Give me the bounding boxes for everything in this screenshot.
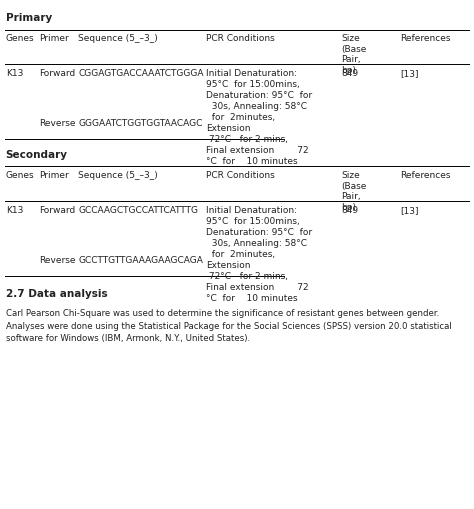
- Text: CGGAGTGACCAAATCTGGGA: CGGAGTGACCAAATCTGGGA: [78, 69, 204, 78]
- Text: Sequence (5_–3_): Sequence (5_–3_): [78, 171, 158, 180]
- Text: Primer: Primer: [39, 171, 69, 180]
- Text: Sequence (5_–3_): Sequence (5_–3_): [78, 34, 158, 43]
- Text: Reverse: Reverse: [39, 119, 75, 128]
- Text: Initial Denaturation:
95°C  for 15:00mins,
Denaturation: 95°C  for
  30s, Anneal: Initial Denaturation: 95°C for 15:00mins…: [206, 206, 312, 303]
- Text: Carl Pearson Chi-Square was used to determine the significance of resistant gene: Carl Pearson Chi-Square was used to dete…: [6, 309, 451, 343]
- Text: Secondary: Secondary: [6, 150, 68, 160]
- Text: (Base
Pair,
bp): (Base Pair, bp): [341, 45, 367, 75]
- Text: [13]: [13]: [401, 206, 419, 215]
- Text: K13: K13: [6, 69, 23, 78]
- Text: PCR Conditions: PCR Conditions: [206, 171, 275, 180]
- Text: Reverse: Reverse: [39, 256, 75, 265]
- Text: References: References: [401, 34, 451, 43]
- Text: Forward: Forward: [39, 69, 75, 78]
- Text: PCR Conditions: PCR Conditions: [206, 34, 275, 43]
- Text: (Base
Pair,
bp): (Base Pair, bp): [341, 182, 367, 212]
- Text: GCCTTGTTGAAAGAAGCAGA: GCCTTGTTGAAAGAAGCAGA: [78, 256, 203, 265]
- Text: 2.7 Data analysis: 2.7 Data analysis: [6, 289, 107, 299]
- Text: K13: K13: [6, 206, 23, 215]
- Text: 849: 849: [341, 206, 358, 215]
- Text: Primary: Primary: [6, 13, 52, 23]
- Text: Genes: Genes: [6, 171, 34, 180]
- Text: [13]: [13]: [401, 69, 419, 78]
- Text: GCCAAGCTGCCATTCATTTG: GCCAAGCTGCCATTCATTTG: [78, 206, 198, 215]
- Text: Size: Size: [341, 34, 360, 43]
- Text: References: References: [401, 171, 451, 180]
- Text: Forward: Forward: [39, 206, 75, 215]
- Text: GGGAATCTGGTGGTAACAGC: GGGAATCTGGTGGTAACAGC: [78, 119, 202, 128]
- Text: Primer: Primer: [39, 34, 69, 43]
- Text: Initial Denaturation:
95°C  for 15:00mins,
Denaturation: 95°C  for
  30s, Anneal: Initial Denaturation: 95°C for 15:00mins…: [206, 69, 312, 166]
- Text: Size: Size: [341, 171, 360, 180]
- Text: Genes: Genes: [6, 34, 34, 43]
- Text: 849: 849: [341, 69, 358, 78]
